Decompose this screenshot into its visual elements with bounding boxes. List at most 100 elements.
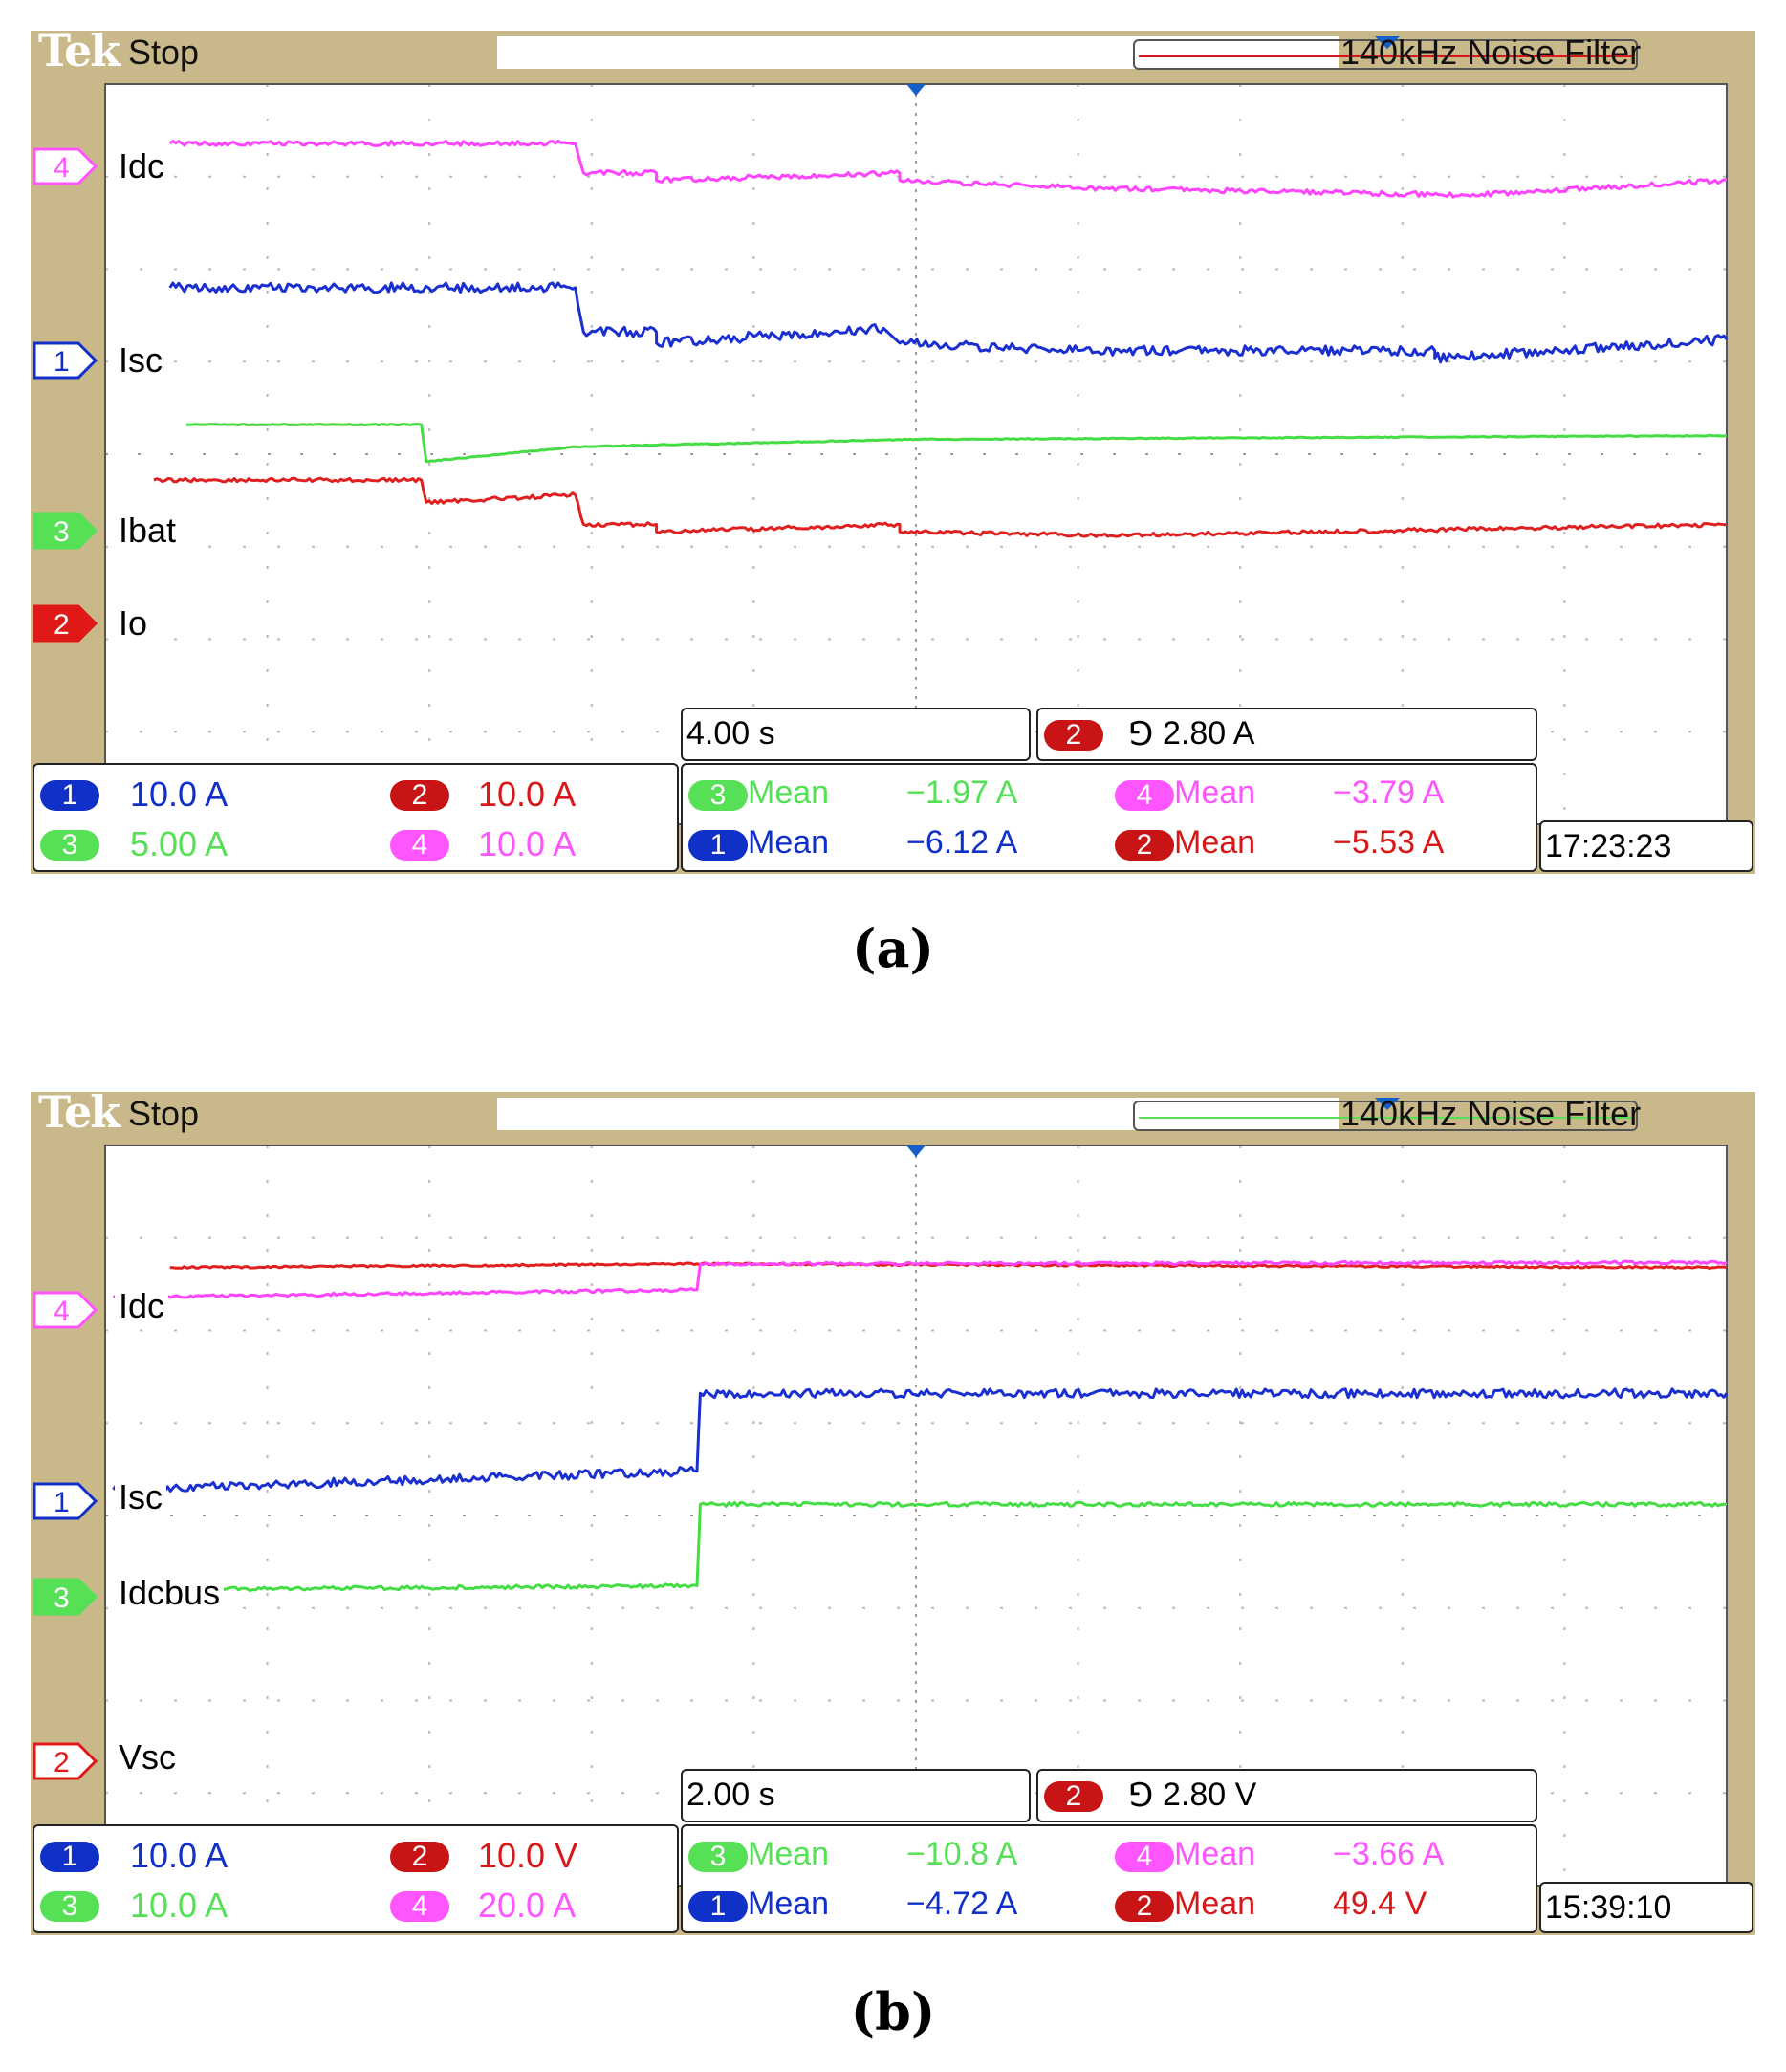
meas-ch2-badge: 2 [1115, 1891, 1174, 1922]
trace-idc [112, 1259, 1728, 1300]
channel-marker-shape [33, 1578, 98, 1616]
meas-ch2-value: 49.4 V [1333, 1886, 1427, 1922]
meas-ch2-type: Mean [1174, 824, 1256, 861]
scale-ch2-badge: 2 [390, 1842, 449, 1872]
trace-isc [112, 1387, 1729, 1494]
timebase-value: 2.00 s [686, 1777, 775, 1813]
meas-ch4-badge: 4 [1115, 780, 1174, 811]
timebase-value: 4.00 s [686, 715, 775, 752]
record-line [1139, 55, 1632, 57]
scale-ch3-value: 10.0 A [130, 1886, 229, 1925]
record-line [1139, 1117, 1632, 1119]
meas-ch3-badge: 3 [688, 1842, 748, 1872]
channel-3-label: Idcbus [115, 1574, 225, 1612]
scale-ch1-value: 10.0 A [130, 774, 229, 814]
channel-2-marker[interactable]: 2 [33, 1742, 99, 1780]
tek-logo: Tek [38, 1086, 120, 1138]
clock-box: 15:39:10 [1539, 1882, 1753, 1933]
trace-vsc-red [169, 1261, 1728, 1271]
scale-ch1-badge: 1 [40, 780, 99, 811]
record-view-bar [497, 1098, 1638, 1131]
scale-ch3-value: 5.00 A [130, 824, 229, 863]
channel-1-label: Isc [115, 341, 167, 380]
trigger-box: 2 ⅁ 2.80 A [1036, 708, 1537, 761]
clock-box: 17:23:23 [1539, 820, 1753, 872]
trigger-time-icon [906, 84, 926, 96]
scale-ch1-value: 10.0 A [130, 1836, 229, 1875]
record-view-bar [497, 36, 1638, 70]
waveform-display-a [104, 83, 1729, 825]
noise-filter-label: 140kHz Noise Filter [1340, 33, 1642, 72]
oscilloscope-screen-a: Tek Stop 140kHz Noise Filter 4 Idc 1 Isc… [31, 25, 1755, 874]
graticule-background [105, 1145, 1727, 1886]
channel-4-marker[interactable]: 4 [33, 147, 99, 185]
scale-ch4-badge: 4 [390, 830, 449, 861]
timebase-box: 4.00 s [681, 708, 1031, 761]
scale-ch2-badge: 2 [390, 780, 449, 811]
scale-ch4-badge: 4 [390, 1891, 449, 1922]
trace-io [153, 476, 1728, 538]
trigger-time-icon [906, 1145, 926, 1157]
channel-2-marker[interactable]: 2 [33, 604, 99, 643]
trigger-channel-badge: 2 [1044, 720, 1103, 751]
scale-ch3-badge: 3 [40, 830, 99, 861]
channel-4-label: Idc [115, 147, 169, 185]
meas-ch4-type: Mean [1174, 1836, 1256, 1872]
channel-2-label: Vsc [115, 1738, 181, 1777]
acquisition-status: Stop [128, 1094, 200, 1133]
meas-ch3-type: Mean [748, 774, 830, 811]
meas-ch2-value: −5.53 A [1333, 824, 1445, 861]
measurement-box: 3 Mean −1.97 A 4 Mean −3.79 A 1 Mean −6.… [681, 763, 1537, 872]
meas-ch4-value: −3.79 A [1333, 774, 1445, 811]
channel-marker-number: 2 [54, 1747, 70, 1778]
channel-marker-shape [33, 341, 98, 380]
channel-marker-shape [33, 512, 98, 550]
channel-marker-shape [33, 1291, 98, 1329]
channel-4-marker[interactable]: 4 [33, 1291, 99, 1329]
waveform-display-b [104, 1145, 1729, 1887]
trigger-level: 2.80 V [1163, 1777, 1257, 1813]
channel-marker-shape [33, 604, 98, 643]
meas-ch4-value: −3.66 A [1333, 1836, 1445, 1872]
scale-ch1-badge: 1 [40, 1842, 99, 1872]
meas-ch2-badge: 2 [1115, 830, 1174, 861]
caption-a: (a) [851, 918, 935, 979]
meas-ch1-value: −6.12 A [906, 824, 1018, 861]
channel-marker-shape [33, 1482, 98, 1520]
meas-ch1-badge: 1 [688, 1891, 748, 1922]
meas-ch4-type: Mean [1174, 774, 1256, 811]
trace-ibat [185, 423, 1728, 464]
timebase-box: 2.00 s [681, 1769, 1031, 1822]
oscilloscope-screen-b: Tek Stop 140kHz Noise Filter 4 Idc 1 Isc… [31, 1086, 1755, 1935]
channel-marker-shape [33, 1742, 98, 1780]
trigger-slope-icon: ⅁ [1128, 716, 1154, 752]
channel-3-marker[interactable]: 3 [33, 512, 99, 550]
channel-1-marker[interactable]: 1 [33, 1482, 99, 1520]
channel-marker-number: 2 [54, 609, 70, 641]
trace-idc [168, 139, 1728, 199]
channel-marker-number: 4 [54, 152, 70, 184]
trigger-level: 2.80 A [1163, 715, 1255, 752]
scale-ch4-value: 10.0 A [478, 824, 577, 863]
trace-idcbus [178, 1500, 1728, 1593]
channel-scale-box: 1 10.0 A 2 10.0 V 3 10.0 A 4 20.0 A [33, 1824, 679, 1933]
channel-1-marker[interactable]: 1 [33, 341, 99, 380]
trace-isc [168, 281, 1729, 364]
trigger-position-icon [1375, 1098, 1400, 1110]
channel-2-label: Io [115, 604, 152, 643]
trigger-slope-icon: ⅁ [1128, 1778, 1154, 1814]
graticule-background [105, 84, 1727, 824]
meas-ch1-type: Mean [748, 824, 830, 861]
measurement-box: 3 Mean −10.8 A 4 Mean −3.66 A 1 Mean −4.… [681, 1824, 1537, 1933]
channel-3-marker[interactable]: 3 [33, 1578, 99, 1616]
meas-ch3-value: −1.97 A [906, 774, 1018, 811]
channel-marker-number: 3 [54, 516, 70, 548]
scale-ch2-value: 10.0 A [478, 774, 577, 814]
trigger-box: 2 ⅁ 2.80 V [1036, 1769, 1537, 1822]
clock-value: 17:23:23 [1545, 828, 1672, 864]
channel-3-label: Ibat [115, 512, 181, 550]
channel-marker-number: 4 [54, 1296, 70, 1327]
channel-scale-box: 1 10.0 A 2 10.0 A 3 5.00 A 4 10.0 A [33, 763, 679, 872]
meas-ch1-badge: 1 [688, 830, 748, 861]
scale-ch4-value: 20.0 A [478, 1886, 577, 1925]
